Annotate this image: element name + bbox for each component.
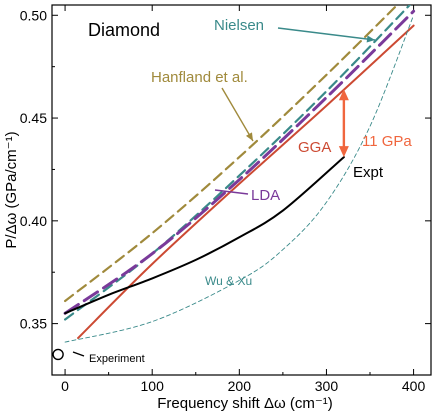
lda-leader: [214, 189, 249, 195]
nielsen-leader: [277, 27, 376, 41]
label-nielsen: Nielsen: [214, 17, 264, 34]
series-line-hanfland-et-al: [63, 5, 399, 303]
annotation-layer: [52, 27, 376, 361]
y-axis-title: P/Δω (GPa/cm⁻¹): [3, 131, 20, 248]
experiment-leader: [72, 351, 85, 357]
label-experiment: Experiment: [89, 353, 145, 365]
series-line-expt: [64, 156, 345, 315]
label-gap: 11 GPa: [362, 133, 412, 150]
x-tick-label: 0: [61, 378, 69, 394]
x-tick-label: 200: [228, 378, 252, 394]
label-hanfland: Hanfland et al.: [151, 69, 248, 86]
y-tick-label: 0.50: [20, 7, 47, 23]
series-line-wu-xu: [64, 14, 415, 343]
label-expt: Expt: [353, 164, 384, 181]
chart-title: Diamond: [88, 20, 160, 40]
gap-arrow-head-up: [338, 89, 349, 101]
x-axis-title: Frequency shift Δω (cm⁻¹): [157, 395, 333, 412]
hanfland-leader-head: [245, 132, 253, 141]
series-line-gga: [77, 24, 415, 339]
x-tick-label: 100: [141, 378, 165, 394]
nielsen-leader-head: [366, 35, 375, 43]
axis-ticks: 0 100 200 300 400 0.35 0.40 0.45 0.50: [20, 5, 431, 394]
y-tick-label: 0.40: [20, 213, 47, 229]
series-line-lda: [63, 9, 416, 315]
label-wu-xu: Wu & Xu: [205, 274, 252, 288]
plot-frame: [51, 4, 432, 376]
label-lda: LDA: [251, 187, 280, 204]
x-tick-label: 400: [402, 378, 426, 394]
y-tick-label: 0.45: [20, 110, 47, 126]
series-layer: [63, 5, 416, 343]
y-tick-label: 0.35: [20, 316, 47, 332]
hanfland-leader: [221, 87, 254, 142]
x-tick-label: 300: [315, 378, 339, 394]
label-gga: GGA: [298, 139, 331, 156]
gap-arrow-head-down: [338, 146, 349, 158]
series-line-nielsen: [63, 5, 412, 321]
experiment-point: [52, 348, 64, 361]
